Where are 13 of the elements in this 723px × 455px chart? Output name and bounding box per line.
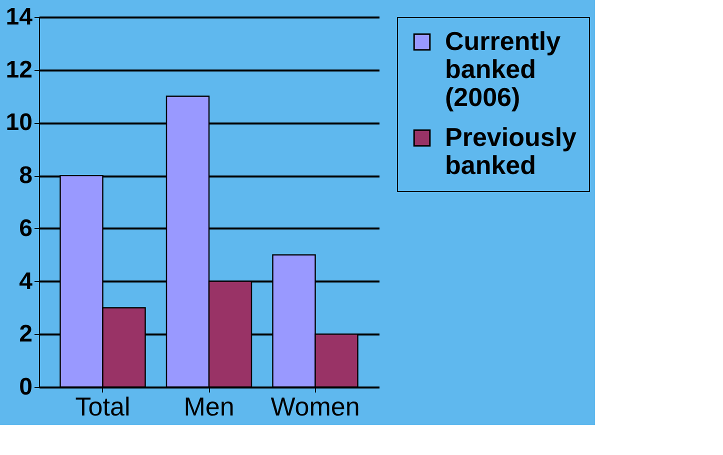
y-tick-label: 10	[6, 109, 32, 136]
y-tick-label: 0	[19, 374, 32, 400]
y-tick-label: 4	[19, 268, 34, 295]
y-tick-label: 8	[19, 162, 32, 190]
legend-label: Currently banked (2006)	[445, 26, 562, 112]
x-tick-label: Women	[270, 392, 360, 422]
y-tick-label: 6	[19, 214, 32, 242]
legend-label: Previously banked	[445, 122, 578, 180]
x-tick-label: Men	[184, 392, 234, 422]
y-tick-label: 14	[6, 4, 34, 30]
x-tick-label: Total	[75, 392, 130, 422]
y-tick-label: 2	[19, 320, 32, 348]
y-tick-label: 12	[6, 56, 32, 84]
